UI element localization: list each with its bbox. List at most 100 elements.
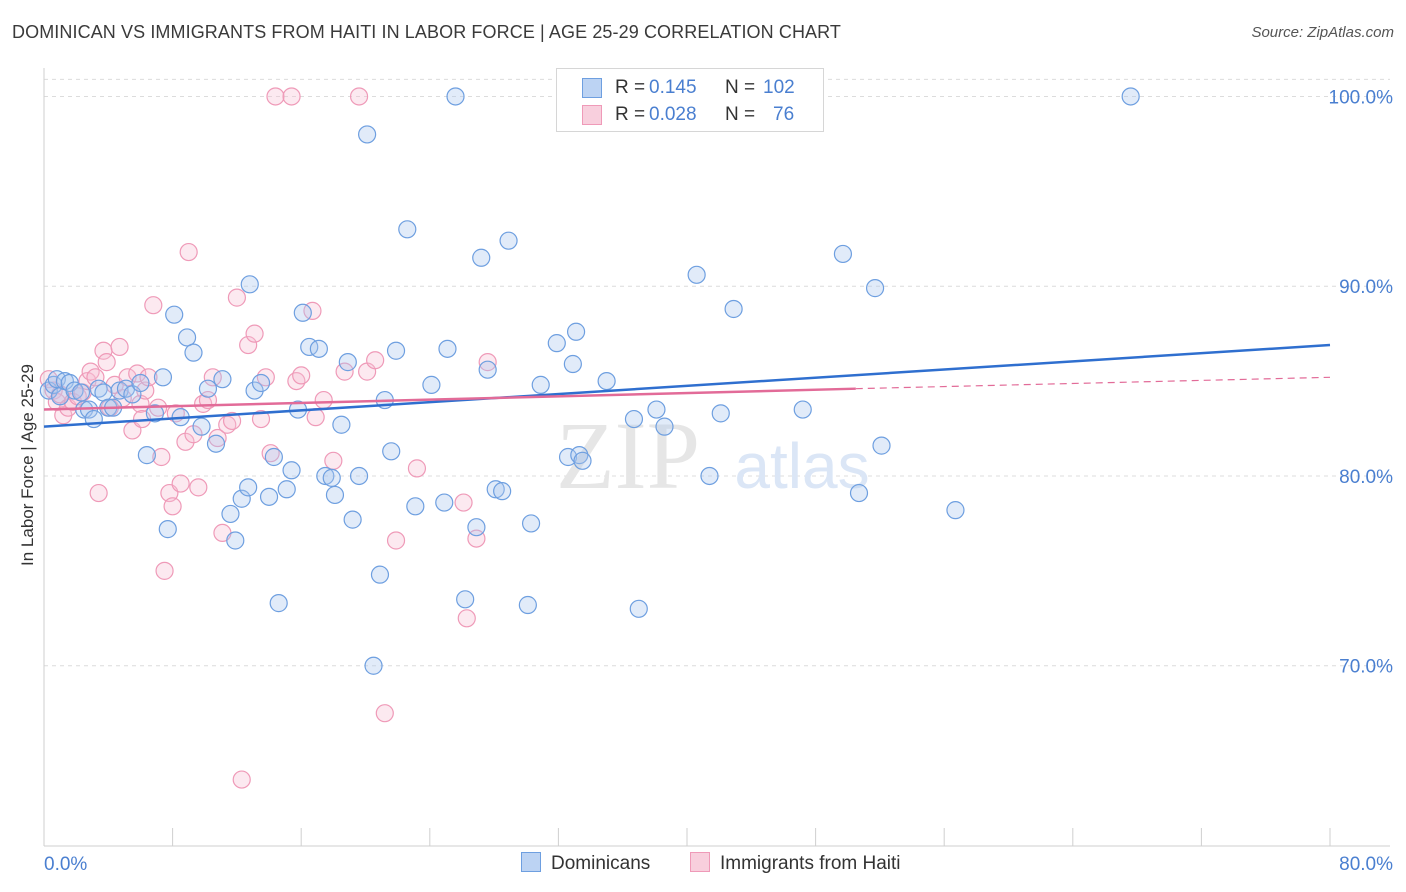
- haiti-point: [375, 704, 394, 723]
- dominican-point: [44, 375, 63, 394]
- watermark: ZIP atlas: [556, 402, 870, 509]
- haiti-point: [454, 493, 473, 512]
- r-label: R =: [615, 77, 646, 98]
- dominican-point: [325, 485, 345, 505]
- y-axis-label: In Labor Force | Age 25-29: [18, 364, 37, 566]
- source-label: Source: ZipAtlas.com: [1251, 24, 1394, 41]
- haiti-point: [306, 408, 325, 427]
- haiti-point: [245, 324, 264, 343]
- haiti-point: [163, 497, 182, 516]
- dominican-point: [358, 125, 377, 144]
- haiti-point: [292, 366, 311, 385]
- grid-lines: [44, 78, 1390, 667]
- dominican-point: [322, 468, 341, 487]
- trend-lines: [43, 343, 1331, 428]
- dominican-point: [198, 379, 218, 398]
- x-tick-label: 80.0%: [1339, 854, 1393, 875]
- dominican-point: [316, 466, 335, 486]
- haiti-point: [171, 474, 190, 493]
- haiti-point: [155, 561, 174, 580]
- dominican-point: [422, 375, 441, 394]
- haiti-point: [282, 87, 301, 106]
- dominican-point: [531, 375, 550, 394]
- haiti-point: [239, 335, 258, 355]
- haiti-point: [386, 531, 406, 550]
- stats-swatch-blue: [582, 78, 602, 98]
- dominican-point: [364, 656, 383, 675]
- dominican-point: [382, 442, 401, 461]
- dominican-point: [251, 373, 271, 393]
- dominican-point: [629, 599, 648, 618]
- haiti-point: [110, 337, 129, 357]
- legend-label: Immigrants from Haiti: [720, 853, 901, 874]
- dominican-point: [558, 447, 578, 467]
- dominican-point: [547, 334, 566, 353]
- haiti-point: [222, 411, 242, 431]
- dominican-point: [277, 480, 296, 499]
- legend-label: Dominicans: [551, 853, 651, 874]
- y-tick-label: 100.0%: [1329, 87, 1394, 108]
- haiti-point: [144, 296, 163, 315]
- dominican-point: [724, 299, 743, 319]
- legend-item-haiti[interactable]: Immigrants from Haiti: [690, 852, 901, 875]
- dominican-point: [145, 404, 165, 423]
- stats-row-dominicans: R = 0.145 N = 102: [557, 75, 823, 101]
- legend-swatch-blue: [521, 852, 541, 872]
- dominican-point: [833, 244, 853, 264]
- dominican-point: [370, 565, 390, 584]
- haiti-point: [128, 364, 147, 383]
- haiti-trend-extension: [855, 376, 1331, 390]
- dominican-point: [293, 303, 312, 322]
- dominican-point: [872, 436, 891, 455]
- dominican-point: [343, 510, 362, 529]
- dominican-point: [493, 482, 512, 501]
- haiti-point: [349, 87, 369, 106]
- dominicans-trend-line: [43, 343, 1331, 428]
- dominican-point: [435, 493, 454, 512]
- haiti-point: [179, 242, 198, 262]
- dominican-point: [472, 248, 491, 267]
- haiti-point: [314, 390, 333, 410]
- haiti-point: [324, 451, 343, 470]
- dominican-point: [153, 368, 173, 387]
- x-tick-labels: 0.0% 80.0%: [44, 854, 1393, 875]
- dominican-point: [269, 594, 288, 613]
- haiti-point: [97, 353, 116, 372]
- series-dominicans-points: [39, 87, 1140, 675]
- dominican-point: [793, 400, 812, 419]
- dominican-point: [1121, 87, 1140, 106]
- dominican-point: [158, 520, 177, 539]
- haiti-point: [335, 362, 354, 381]
- dominican-point: [245, 381, 264, 400]
- haiti-point: [251, 409, 271, 429]
- dominican-point: [446, 87, 465, 106]
- axes: [43, 68, 1390, 847]
- dominican-point: [177, 328, 197, 347]
- dominican-point: [221, 504, 240, 524]
- r-value: 0.145: [649, 77, 697, 98]
- y-tick-label: 80.0%: [1339, 467, 1393, 488]
- haiti-point: [189, 478, 208, 497]
- n-label: N =: [725, 77, 756, 98]
- watermark-zip: ZIP: [556, 402, 700, 509]
- n-value: 76: [773, 104, 795, 125]
- dominican-point: [406, 497, 425, 516]
- dominican-point: [865, 279, 885, 298]
- dominican-point: [94, 383, 113, 402]
- dominican-point: [349, 466, 369, 486]
- dominican-point: [239, 478, 258, 497]
- haiti-point: [89, 483, 108, 503]
- dominican-point: [65, 381, 84, 400]
- dominican-point: [467, 518, 486, 537]
- haiti-point: [232, 770, 251, 789]
- dominican-point: [332, 415, 351, 434]
- dominican-point: [700, 466, 719, 486]
- dominican-point: [386, 341, 406, 360]
- dominican-point: [570, 446, 589, 465]
- legend-item-dominicans[interactable]: Dominicans: [521, 852, 650, 875]
- dominican-point: [687, 265, 706, 284]
- n-value: 102: [763, 77, 795, 98]
- dominican-point: [563, 354, 582, 374]
- dominican-point: [655, 417, 674, 436]
